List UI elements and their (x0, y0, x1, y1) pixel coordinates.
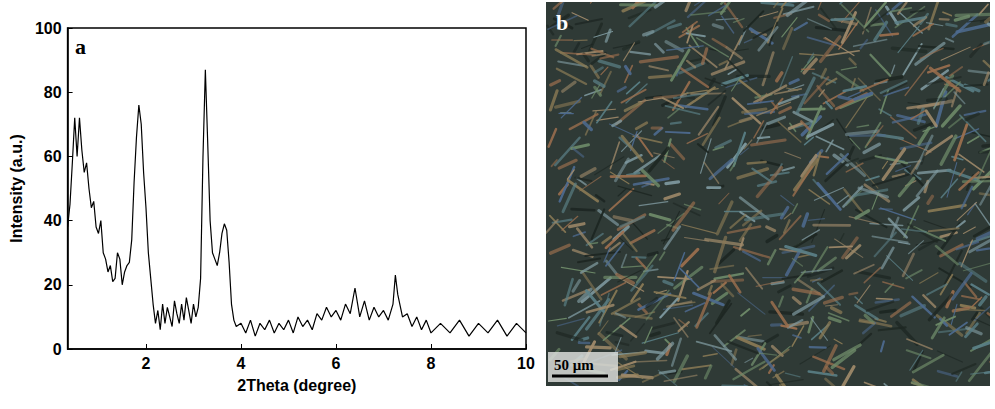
svg-text:100: 100 (35, 20, 62, 37)
svg-text:80: 80 (44, 84, 62, 101)
svg-text:20: 20 (44, 276, 62, 293)
svg-text:8: 8 (427, 355, 436, 372)
svg-text:60: 60 (44, 148, 62, 165)
svg-text:Intensity (a.u.): Intensity (a.u.) (8, 134, 25, 242)
svg-text:40: 40 (44, 212, 62, 229)
svg-text:6: 6 (332, 355, 341, 372)
svg-text:0: 0 (53, 341, 62, 358)
svg-text:2: 2 (142, 355, 151, 372)
svg-text:10: 10 (517, 355, 535, 372)
svg-text:50 μm: 50 μm (554, 357, 594, 373)
svg-text:a: a (75, 34, 86, 59)
svg-text:b: b (556, 10, 568, 35)
svg-text:2Theta (degree): 2Theta (degree) (237, 377, 356, 394)
svg-text:4: 4 (237, 355, 246, 372)
